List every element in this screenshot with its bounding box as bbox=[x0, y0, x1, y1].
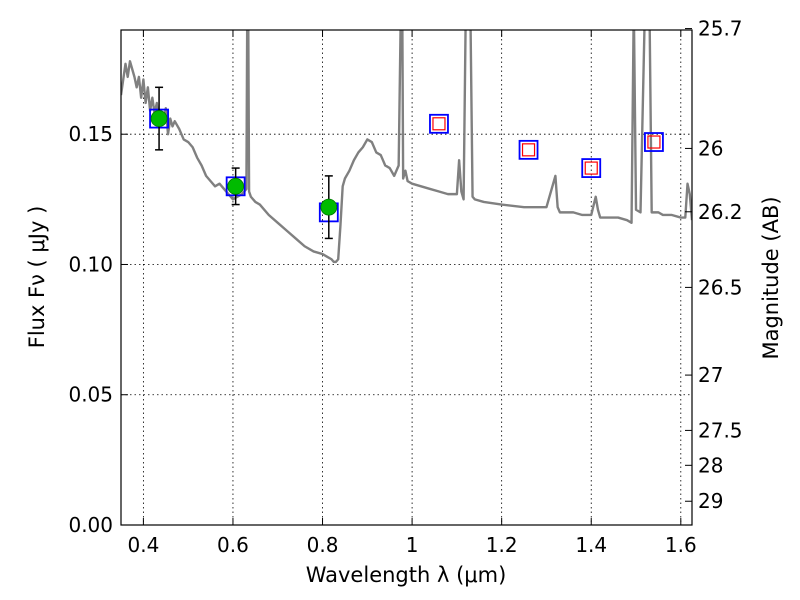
x-tick-label: 1.4 bbox=[575, 533, 607, 557]
y-tick-label: 0.05 bbox=[68, 383, 113, 407]
axis-ticks: 0.4 0.6 0.8 1 1.2 1.4 1.6 0.00 0.05 0.10 0.15 25.7 2… bbox=[68, 17, 742, 557]
upper-limit-square bbox=[584, 161, 598, 175]
observed-point bbox=[320, 198, 338, 216]
right-tick-label: 27.5 bbox=[698, 418, 743, 442]
model-spectrum-line bbox=[121, 30, 692, 264]
plot-data bbox=[121, 30, 692, 264]
model-photometry-square bbox=[429, 113, 449, 134]
x-tick-label: 1 bbox=[406, 533, 419, 557]
right-tick-label: 26 bbox=[698, 136, 723, 160]
y-tick-label: 0.15 bbox=[68, 122, 113, 146]
right-axis-label: Magnitude (AB) bbox=[759, 196, 783, 359]
y-tick-label: 0.00 bbox=[68, 513, 113, 537]
plot-frame bbox=[120, 29, 693, 526]
model-photometry-square bbox=[581, 158, 602, 178]
grid-lines bbox=[121, 30, 692, 526]
x-tick-label: 0.6 bbox=[217, 533, 249, 557]
right-tick-label: 26.5 bbox=[698, 275, 743, 299]
right-tick-label: 26.2 bbox=[698, 200, 743, 224]
x-tick-label: 1.2 bbox=[486, 533, 518, 557]
right-tick-label: 28 bbox=[698, 453, 723, 477]
y-axis-label: Flux Fν ( μJy ) bbox=[25, 206, 49, 349]
observed-point bbox=[150, 110, 168, 127]
model-photometry-square bbox=[518, 139, 539, 160]
right-tick-label: 29 bbox=[698, 489, 723, 513]
y-tick-label: 0.10 bbox=[68, 252, 113, 276]
right-tick-label: 25.7 bbox=[698, 17, 743, 41]
x-tick-label: 0.8 bbox=[307, 533, 339, 557]
upper-limit-square bbox=[647, 135, 661, 149]
upper-limit-square bbox=[432, 117, 446, 131]
observed-point bbox=[227, 177, 245, 195]
right-tick-label: 27 bbox=[698, 363, 723, 387]
upper-limit-square bbox=[521, 143, 536, 157]
x-tick-label: 1.6 bbox=[665, 533, 697, 557]
model-photometry-square bbox=[644, 132, 664, 152]
x-tick-label: 0.4 bbox=[127, 533, 159, 557]
x-axis-label: Wavelength λ (μm) bbox=[306, 563, 507, 587]
